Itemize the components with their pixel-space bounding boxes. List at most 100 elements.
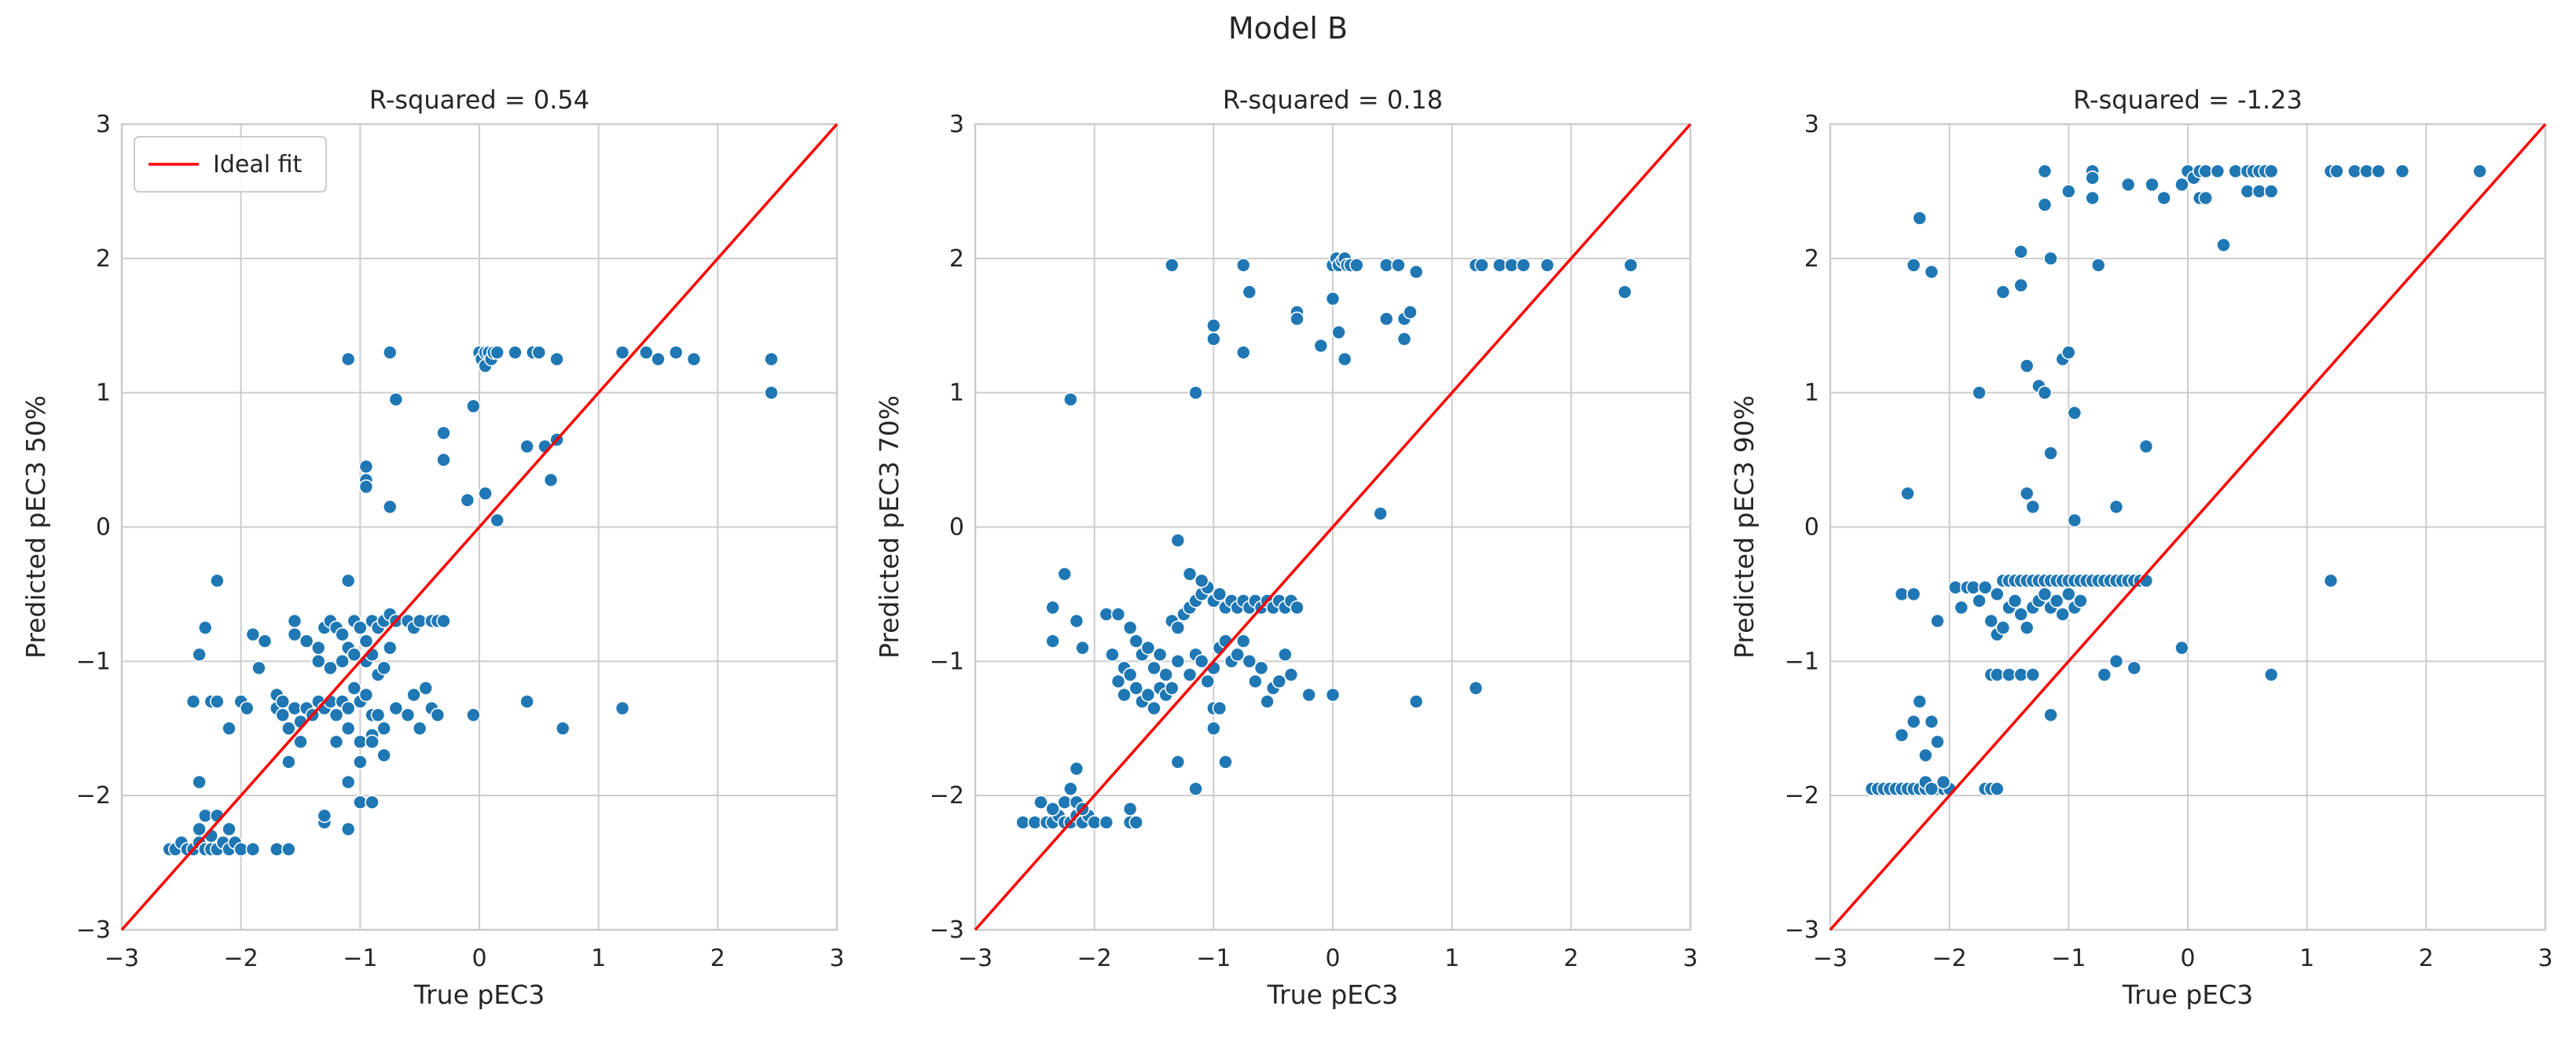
legend-box	[134, 136, 327, 193]
x-tick-label: 2	[1564, 945, 1579, 972]
scatter-point	[2067, 405, 2082, 421]
scatter-panel-3: −3 −2 −1 0 1 2 3 −3 −2 −1 0 1 2 3 R-squared = -1.23 Tru…	[1729, 85, 2553, 1010]
scatter-panel-2: −3 −2 −1 0 1 2 3 −3 −2 −1 0 1 2 3 R-squared = 0.18 True…	[874, 85, 1698, 1010]
scatter-point	[192, 821, 207, 837]
scatter-point	[340, 821, 356, 837]
scatter-point	[1206, 721, 1221, 736]
scatter-point	[436, 613, 451, 629]
scatter-point	[1408, 264, 1424, 280]
y-tick-label: 2	[1804, 245, 1819, 273]
scatter-point	[281, 721, 296, 736]
scatter-point	[1325, 687, 1341, 703]
scatter-point	[1235, 258, 1251, 273]
scatter-point	[1906, 258, 1921, 273]
y-tick-label: 2	[949, 245, 964, 273]
scatter-point	[382, 499, 398, 515]
scatter-point	[651, 351, 666, 367]
scatter-point	[210, 573, 225, 589]
scatter-point	[328, 734, 344, 750]
scatter-point	[1248, 674, 1263, 689]
scatter-point	[382, 345, 398, 360]
y-tick-label: 0	[949, 514, 964, 542]
scatter-point	[2263, 163, 2279, 179]
ideal-fit-line	[1829, 123, 2547, 931]
scatter-point	[639, 345, 654, 360]
scatter-point	[2019, 620, 2035, 635]
scatter-point	[1033, 795, 1048, 810]
scatter-point	[2043, 446, 2058, 461]
scatter-point	[382, 640, 398, 656]
scatter-point	[430, 707, 446, 722]
scatter-point	[1164, 681, 1180, 696]
scatter-point	[2019, 486, 2035, 501]
scatter-point	[2043, 251, 2058, 266]
scatter-point	[2097, 667, 2112, 682]
scatter-point	[490, 345, 505, 360]
scatter-point	[1396, 332, 1412, 347]
x-axis-label: True pEC3	[1267, 979, 1398, 1010]
scatter-point	[1206, 332, 1221, 347]
y-axis-label: Predicted pEC3 90%	[1729, 395, 1760, 659]
y-tick-label: 3	[96, 111, 111, 138]
y-tick-label: 3	[1804, 111, 1819, 138]
scatter-point	[376, 721, 391, 736]
scatter-point	[317, 808, 332, 824]
scatter-point	[239, 700, 255, 716]
scatter-point	[1253, 660, 1269, 676]
scatter-point	[1278, 647, 1293, 663]
scatter-point	[197, 620, 213, 635]
scatter-point	[388, 700, 404, 716]
scatter-point	[418, 681, 434, 696]
scatter-point	[1930, 734, 1945, 750]
scatter-point	[365, 795, 380, 810]
scatter-point	[1140, 687, 1156, 703]
scatter-point	[1158, 667, 1173, 682]
scatter-point	[1290, 600, 1305, 615]
scatter-point	[2323, 573, 2339, 589]
scatter-point	[281, 842, 296, 857]
scatter-point	[1045, 634, 1060, 649]
plot-frame	[1829, 123, 2547, 931]
scatter-point	[2085, 190, 2100, 206]
x-tick-label: −1	[2051, 945, 2086, 972]
scatter-point	[275, 694, 291, 709]
scatter-point	[1110, 674, 1126, 689]
scatter-point	[347, 681, 362, 696]
scatter-point	[1403, 304, 1418, 320]
scatter-point	[1206, 318, 1221, 333]
scatter-point	[192, 647, 207, 663]
scatter-point	[1188, 385, 1203, 400]
scatter-point	[1408, 694, 1424, 709]
y-axis-label: Predicted pEC3 70%	[874, 395, 905, 659]
scatter-point	[2156, 190, 2171, 206]
figure-title: Model B	[1227, 11, 1349, 46]
scatter-point	[1373, 506, 1388, 521]
scatter-point	[1954, 600, 1969, 615]
scatter-point	[1140, 640, 1156, 656]
x-tick-label: −1	[343, 945, 377, 972]
scatter-point	[1182, 667, 1198, 682]
scatter-point	[1977, 580, 1993, 595]
scatter-point	[1391, 258, 1406, 273]
x-tick-label: 2	[2419, 945, 2434, 972]
scatter-point	[1147, 700, 1161, 716]
scatter-point	[1235, 634, 1251, 649]
scatter-point	[436, 425, 451, 441]
x-tick-label: −3	[1813, 945, 1848, 972]
scatter-point	[1057, 566, 1073, 582]
x-tick-label: 0	[1325, 945, 1340, 972]
scatter-point	[1924, 714, 1939, 729]
scatter-point	[1063, 781, 1078, 796]
scatter-point	[340, 721, 356, 736]
scatter-point	[2013, 244, 2028, 259]
scatter-point	[2013, 277, 2028, 293]
scatter-point	[2037, 163, 2053, 179]
scatter-point	[1069, 613, 1084, 629]
scatter-point	[2126, 660, 2142, 676]
scatter-point	[1212, 700, 1227, 716]
scatter-point	[1063, 391, 1078, 407]
y-tick-label: −2	[76, 782, 111, 810]
y-tick-label: −2	[1785, 782, 1819, 810]
scatter-point	[2210, 163, 2226, 179]
